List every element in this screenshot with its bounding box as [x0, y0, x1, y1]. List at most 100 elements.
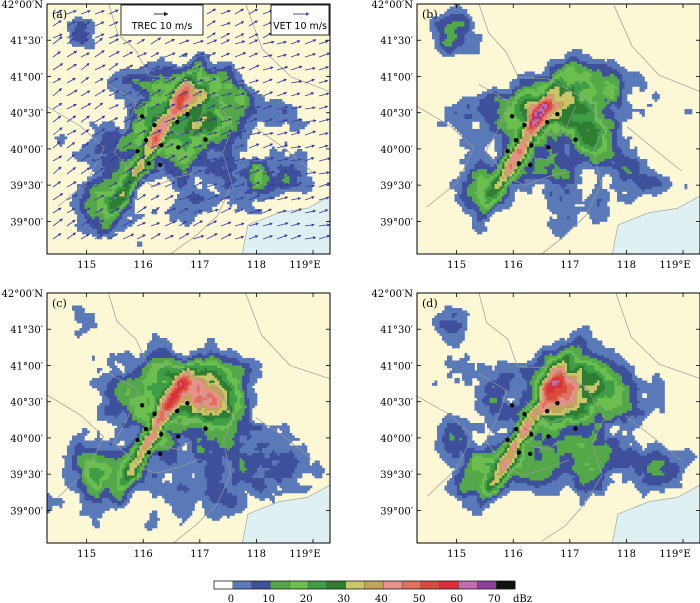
station-dot: [185, 111, 190, 117]
lat-tick-label: 41°00′: [380, 361, 413, 372]
motion-vectors: [52, 8, 330, 240]
station-dot: [509, 114, 515, 119]
lat-tick-label: 40°00′: [380, 434, 413, 445]
station-dot: [544, 119, 550, 125]
lat-tick-label: 41°00′: [10, 72, 43, 83]
station-dot: [139, 403, 145, 408]
lat-tick-label: 41°30′: [10, 36, 43, 47]
colorbar-swatch: [383, 580, 403, 590]
colorbar-swatch: [213, 580, 234, 590]
colorbar-swatch: [251, 580, 271, 590]
station-dot: [174, 119, 180, 125]
lon-tick-label: 117: [560, 260, 579, 271]
lon-tick-label: 115: [447, 260, 466, 271]
station-dot: [555, 400, 560, 406]
station-dot: [516, 161, 522, 166]
station-dot: [528, 162, 533, 168]
colorbar-tick-label: 40: [375, 594, 388, 603]
station-dot: [158, 162, 163, 168]
station-dot: [176, 434, 181, 439]
lat-tick-label: 42°00′N: [2, 0, 44, 11]
station-dot: [139, 114, 145, 119]
colorbar-swatch: [289, 580, 309, 590]
panel-frame: [416, 3, 700, 255]
lon-tick-label: 118: [617, 549, 636, 560]
station-dot: [135, 148, 140, 154]
panel-d: 42°00′N 41°30′ 41°00′ 40°30′ 40°00′ 39°30′ 39°…: [372, 289, 700, 560]
station-dot: [513, 138, 519, 143]
lat-tick-label: 39°00′: [380, 506, 413, 517]
station-dot: [159, 432, 164, 437]
weather-stations: [135, 111, 208, 168]
weather-stations: [505, 111, 578, 168]
station-dot: [143, 427, 149, 432]
colorbar-swatch: [364, 580, 384, 590]
colorbar-tick-label: 50: [413, 594, 426, 603]
colorbar-swatch: [345, 580, 365, 590]
station-dot: [522, 411, 527, 417]
station-dot: [203, 137, 208, 142]
colorbar: 0 10 20 30 40 50 60 70 dBz: [213, 580, 532, 603]
station-dot: [505, 148, 510, 154]
lat-tick-label: 39°00′: [10, 217, 43, 228]
lon-tick-label: 118: [247, 549, 266, 560]
lon-tick-label: 119°E: [659, 260, 690, 271]
lat-tick-label: 40°30′: [10, 398, 43, 409]
lat-tick-label: 41°30′: [380, 325, 413, 336]
province-boundaries: [47, 4, 330, 254]
lat-tick-label: 41°30′: [10, 325, 43, 336]
lon-tick-label: 116: [504, 549, 523, 560]
lon-tick-label: 117: [190, 549, 209, 560]
station-dot: [573, 426, 578, 431]
station-dot: [158, 451, 163, 457]
lon-tick-label: 115: [77, 549, 96, 560]
colorbar-tick-label: 10: [262, 594, 275, 603]
lon-tick-label: 117: [190, 260, 209, 271]
weather-stations: [135, 400, 208, 457]
lon-tick-label: 119°E: [289, 549, 320, 560]
colorbar-tick-label: 60: [450, 594, 463, 603]
colorbar-tick-label: 70: [488, 594, 501, 603]
station-dot: [135, 437, 140, 443]
lat-tick-label: 41°00′: [380, 72, 413, 83]
station-dot: [529, 432, 534, 437]
colorbar-swatch: [458, 580, 478, 590]
panel-frame: [416, 292, 700, 544]
lat-tick-label: 39°30′: [380, 181, 413, 192]
station-dot: [185, 400, 190, 406]
province-boundaries: [417, 4, 700, 254]
lon-tick-label: 115: [447, 549, 466, 560]
bohai-sea: [611, 195, 700, 254]
lat-tick-label: 40°30′: [380, 109, 413, 120]
panel-frame: [46, 292, 331, 544]
reflectivity-field: [432, 305, 698, 516]
station-dot: [152, 411, 157, 417]
lat-tick-label: 39°00′: [10, 506, 43, 517]
colorbar-swatch: [420, 580, 441, 590]
panel-label: (a): [52, 8, 67, 21]
station-dot: [509, 403, 515, 408]
station-dot: [529, 143, 534, 148]
lon-tick-label: 116: [504, 260, 523, 271]
station-dot: [555, 111, 560, 117]
panel-label: (b): [422, 8, 438, 21]
lon-tick-label: 116: [134, 260, 153, 271]
panel-b: 42°00′N 41°30′ 41°00′ 40°30′ 40°00′ 39°30′ 39°…: [372, 0, 700, 271]
province-boundaries: [417, 293, 700, 542]
lat-tick-label: 40°00′: [10, 434, 43, 445]
colorbar-unit: dBz: [513, 594, 532, 603]
station-dot: [174, 408, 180, 414]
lat-tick-label: 41°30′: [380, 36, 413, 47]
colorbar-tick-label: 0: [228, 594, 234, 603]
panel-frame: [46, 3, 331, 255]
station-dot: [505, 437, 510, 443]
lat-tick-label: 39°30′: [10, 181, 43, 192]
lat-tick-label: 42°00′N: [2, 289, 44, 300]
lat-tick-label: 40°30′: [10, 109, 43, 120]
lat-tick-label: 42°00′N: [372, 0, 414, 11]
lat-tick-label: 39°30′: [10, 470, 43, 481]
colorbar-swatch: [439, 580, 459, 590]
colorbar-swatch: [326, 580, 347, 590]
station-dot: [203, 426, 208, 431]
colorbar-swatch: [495, 580, 516, 590]
